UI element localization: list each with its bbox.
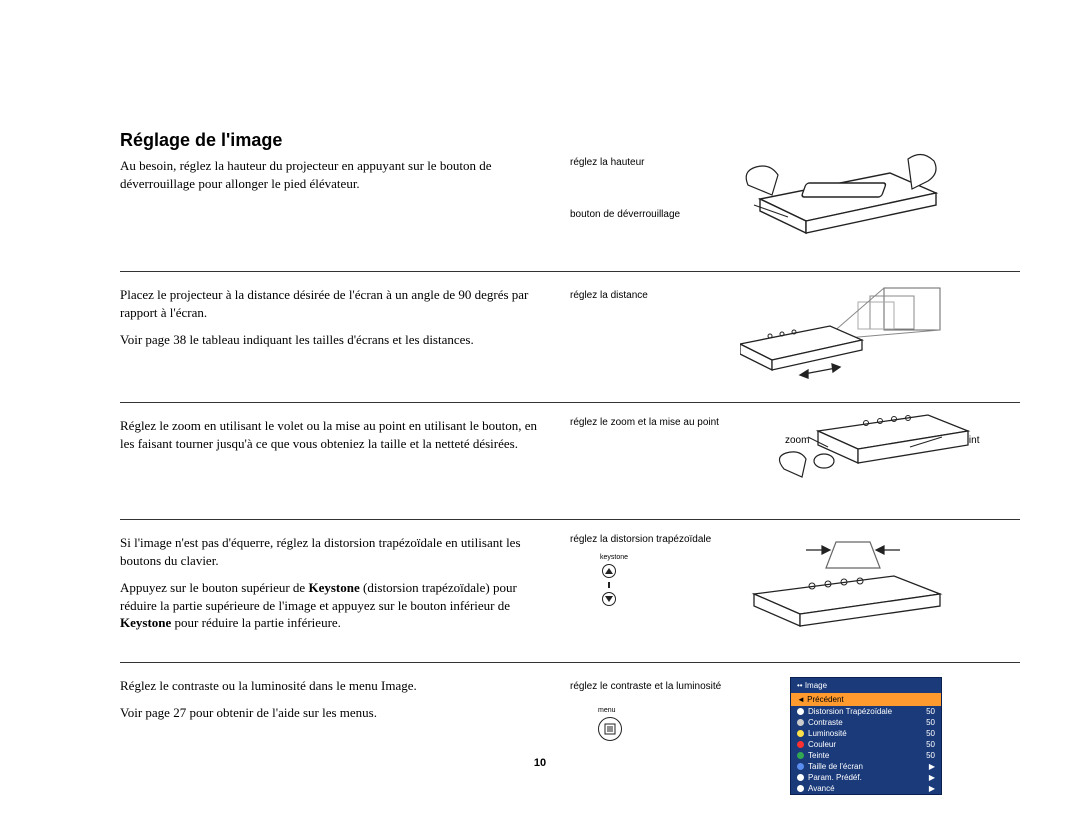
s4-illustration [740, 536, 970, 635]
s5-p1: Réglez le contraste ou la luminosité dan… [120, 677, 550, 695]
osd-menu: •• Image ◄ Précédent Distorsion Trapézoï… [790, 677, 942, 795]
s3-p1: Réglez le zoom en utilisant le volet ou … [120, 417, 550, 452]
s1-cap-bottom: bouton de déverrouillage [570, 209, 680, 220]
s2-p1: Placez le projecteur à la distance désir… [120, 286, 550, 321]
page-title: Réglage de l'image [120, 130, 1020, 151]
keystone-buttons [602, 564, 616, 606]
s2-illustration [740, 282, 950, 385]
s1-cap-top: réglez la hauteur [570, 157, 645, 168]
osd-row: Avancé▶ [791, 783, 941, 794]
section-distance: Placez le projecteur à la distance désir… [120, 286, 1020, 403]
s2-p2: Voir page 38 le tableau indiquant les ta… [120, 331, 550, 349]
s5-menu-label: menu [598, 707, 616, 714]
s4-p2: Appuyez sur le bouton supérieur de Keyst… [120, 579, 550, 632]
page-number: 10 [0, 757, 1080, 769]
s4-p1: Si l'image n'est pas d'équerre, réglez l… [120, 534, 550, 569]
s5-cap: réglez le contraste et la luminosité [570, 681, 721, 692]
s1-p1: Au besoin, réglez la hauteur du projecte… [120, 157, 550, 192]
osd-row: Couleur50 [791, 739, 941, 750]
s5-p2: Voir page 27 pour obtenir de l'aide sur … [120, 704, 550, 722]
s2-cap: réglez la distance [570, 290, 648, 301]
osd-row: Param. Prédéf.▶ [791, 772, 941, 783]
section-keystone: Si l'image n'est pas d'équerre, réglez l… [120, 534, 1020, 663]
s4-cap: réglez la distorsion trapézoïdale [570, 534, 711, 545]
osd-row: Distorsion Trapézoïdale50 [791, 706, 941, 717]
osd-row: Luminosité50 [791, 728, 941, 739]
osd-row: Contraste50 [791, 717, 941, 728]
s4-keystone-label: keystone [600, 554, 628, 561]
s1-illustration [740, 151, 940, 244]
section-height: Au besoin, réglez la hauteur du projecte… [120, 157, 1020, 272]
section-zoom-focus: Réglez le zoom en utilisant le volet ou … [120, 417, 1020, 520]
s3-cap: réglez le zoom et la mise au point [570, 417, 719, 428]
s3-illustration [750, 413, 980, 496]
menu-button-icon [598, 717, 622, 741]
